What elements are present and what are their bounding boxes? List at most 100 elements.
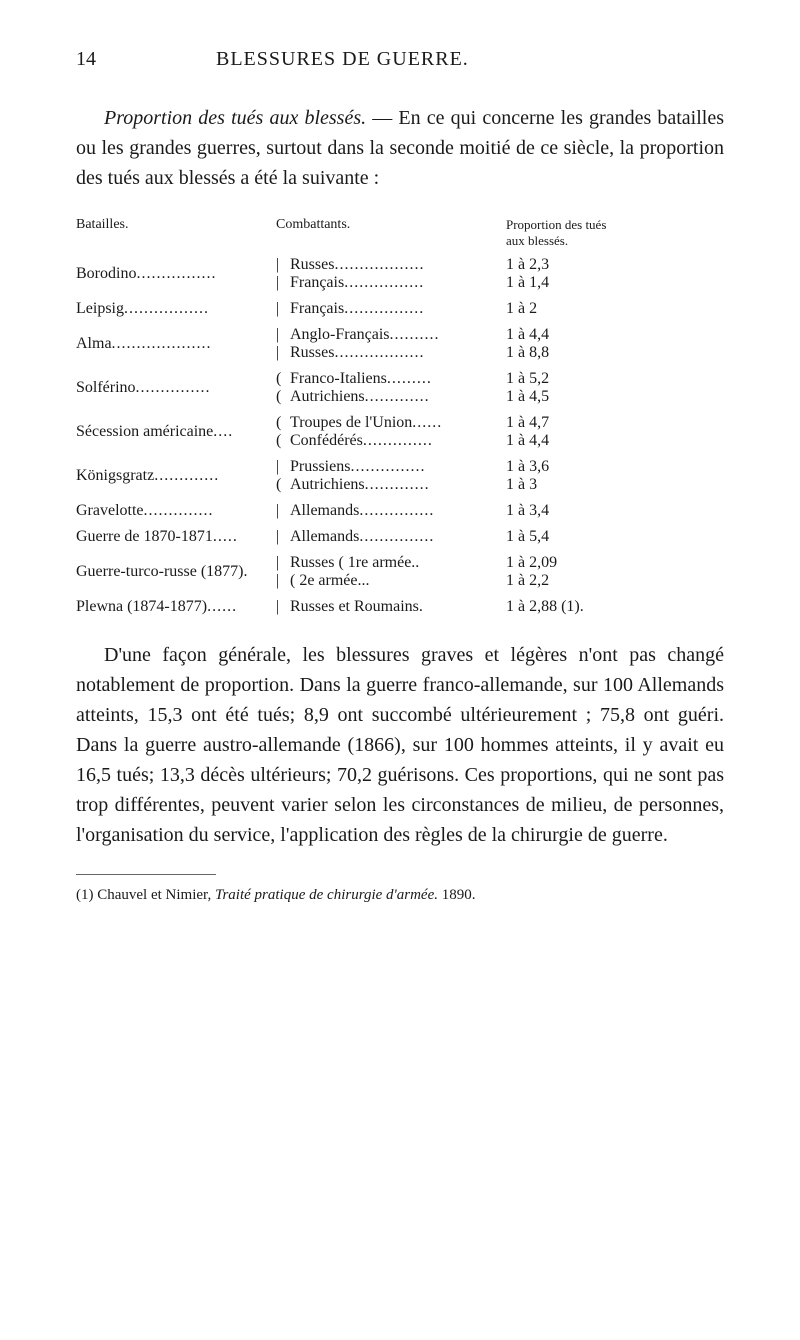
row-separator: |: [276, 344, 290, 362]
combatant-cell: Confédérés..............: [290, 432, 506, 450]
battle-name-text: Guerre de 1870-1871: [76, 528, 213, 545]
battle-name-text: Gravelotte: [76, 502, 144, 519]
combatant-cell: Troupes de l'Union......: [290, 414, 506, 432]
combatant-text: Confédérés: [290, 432, 363, 449]
combatant-cell: Allemands...............: [290, 528, 506, 546]
leader-dots: ..................: [334, 344, 424, 361]
leader-dots: ................: [344, 274, 424, 291]
battle-name: Gravelotte..............: [76, 502, 276, 520]
table-row: |Russes et Roumains.1 à 2,88 (1).: [276, 598, 724, 616]
battle-rows: |Allemands...............1 à 3,4: [276, 502, 724, 520]
ratio-cell: 1 à 2,3: [506, 256, 724, 274]
leader-dots: ..............: [144, 502, 214, 519]
table-header-proportion: Proportion des tués aux blessés.: [506, 217, 724, 250]
table-row: (Confédérés..............1 à 4,4: [276, 432, 724, 450]
combatant-cell: Allemands...............: [290, 502, 506, 520]
battle-block: Sécession américaine....(Troupes de l'Un…: [76, 414, 724, 450]
battle-name-text: Solférino: [76, 379, 136, 396]
battle-block: Solférino...............(Franco-Italiens…: [76, 370, 724, 406]
table-row: |Russes..................1 à 2,3: [276, 256, 724, 274]
battle-name-text: Alma: [76, 335, 112, 352]
battle-block: Borodino................ |Russes.........…: [76, 256, 724, 292]
row-separator: (: [276, 432, 290, 450]
battle-block: Alma....................|Anglo-Français.…: [76, 326, 724, 362]
leader-dots: .................: [124, 300, 209, 317]
leader-dots: ...............: [359, 502, 434, 519]
table-row: (Autrichiens.............1 à 4,5: [276, 388, 724, 406]
battle-rows: |Français................1 à 2: [276, 300, 724, 318]
row-separator: |: [276, 572, 290, 590]
ratio-cell: 1 à 2,09: [506, 554, 724, 572]
combatant-text: Français: [290, 274, 344, 291]
battle-block: Gravelotte..............|Allemands......…: [76, 502, 724, 520]
leader-dots: ...............: [359, 528, 434, 545]
table-row: |Allemands...............1 à 5,4: [276, 528, 724, 546]
leader-dots: ...............: [136, 379, 211, 396]
row-separator: |: [276, 528, 290, 546]
combatant-text: Troupes de l'Union: [290, 414, 412, 431]
leader-dots: ..................: [334, 256, 424, 273]
battle-rows: (Troupes de l'Union......1 à 4,7(Confédé…: [276, 414, 724, 450]
row-separator: |: [276, 326, 290, 344]
battle-name: Guerre-turco-russe (1877).: [76, 563, 276, 581]
combatant-cell: Anglo-Français..........: [290, 326, 506, 344]
row-separator: (: [276, 476, 290, 494]
row-separator: (: [276, 388, 290, 406]
leader-dots: ....: [213, 423, 233, 440]
table-row: |Allemands...............1 à 3,4: [276, 502, 724, 520]
battle-name-text: Leipsig: [76, 300, 124, 317]
intro-paragraph: Proportion des tués aux blessés. — En ce…: [76, 103, 724, 193]
leader-dots: ..........: [390, 326, 440, 343]
battle-rows: |Prussiens...............1 à 3,6(Autrich…: [276, 458, 724, 494]
leader-dots: .....: [213, 528, 238, 545]
table-header-row: Batailles. Combattants. Proportion des t…: [76, 217, 724, 250]
ratio-cell: 1 à 2,88 (1).: [506, 598, 724, 616]
row-separator: |: [276, 274, 290, 292]
combatant-text: Autrichiens: [290, 476, 365, 493]
footnote-suffix: 1890.: [438, 887, 476, 903]
combatant-text: Russes: [290, 256, 334, 273]
table-row: |Prussiens...............1 à 3,6: [276, 458, 724, 476]
battle-name-text: Borodino: [76, 265, 136, 282]
table-row: |Français................1 à 2: [276, 300, 724, 318]
combatant-cell: Russes..................: [290, 256, 506, 274]
intro-italic: Proportion des tués aux blessés.: [104, 107, 366, 129]
combatant-text: Anglo-Français: [290, 326, 390, 343]
table-row: |Français................1 à 1,4: [276, 274, 724, 292]
battle-rows: |Russes..................1 à 2,3|Françai…: [276, 256, 724, 292]
battle-name-text: Plewna (1874-1877): [76, 598, 207, 615]
row-separator: |: [276, 256, 290, 274]
row-separator: |: [276, 300, 290, 318]
combatant-cell: Franco-Italiens.........: [290, 370, 506, 388]
ratio-cell: 1 à 5,4: [506, 528, 724, 546]
battle-name: Königsgratz.............: [76, 467, 276, 485]
combatant-text: Russes: [290, 344, 334, 361]
leader-dots: ................: [136, 265, 216, 282]
battle-name: Solférino...............: [76, 379, 276, 397]
ratio-cell: 1 à 3,4: [506, 502, 724, 520]
table-row: |Russes ( 1re armée..1 à 2,09: [276, 554, 724, 572]
leader-dots: .........: [387, 370, 432, 387]
combatant-text: Prussiens: [290, 458, 350, 475]
table-header-proportion-l1: Proportion des tués: [506, 217, 606, 232]
leader-dots: ......: [412, 414, 442, 431]
table-header-combattants: Combattants.: [276, 217, 506, 250]
footnote-prefix: (1) Chauvel et Nimier,: [76, 887, 215, 903]
ratio-cell: 1 à 2,2: [506, 572, 724, 590]
battles-container: Borodino................|Russes.........…: [76, 256, 724, 616]
table-header-batailles: Batailles.: [76, 217, 276, 250]
combatant-text: Russes et Roumains.: [290, 598, 423, 615]
combatant-text: Autrichiens: [290, 388, 365, 405]
page-title: BLESSURES DE GUERRE.: [216, 48, 469, 71]
ratio-cell: 1 à 4,7: [506, 414, 724, 432]
battle-name: Plewna (1874-1877)......: [76, 598, 276, 616]
combatant-cell: Russes et Roumains.: [290, 598, 506, 616]
footnote: (1) Chauvel et Nimier, Traité pratique d…: [76, 885, 724, 906]
battle-block: Plewna (1874-1877)......|Russes et Rouma…: [76, 598, 724, 616]
battle-name-text: Königsgratz: [76, 467, 154, 484]
battle-rows: |Allemands...............1 à 5,4: [276, 528, 724, 546]
battle-block: Guerre-turco-russe (1877).|Russes ( 1re …: [76, 554, 724, 590]
combatant-text: Allemands: [290, 502, 359, 519]
combatant-cell: Français................: [290, 274, 506, 292]
ratio-cell: 1 à 3: [506, 476, 724, 494]
